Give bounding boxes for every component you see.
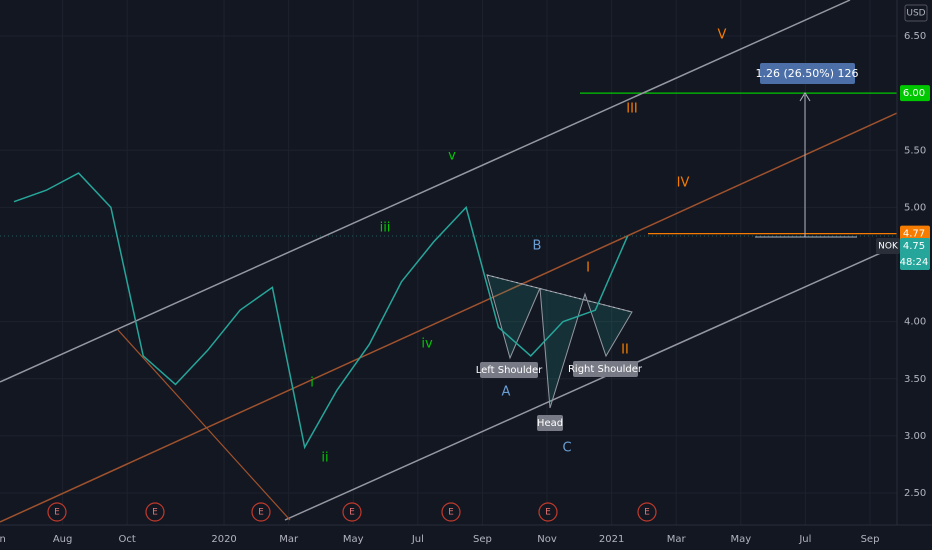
wave-label: II: [621, 343, 629, 358]
x-tick-label: Sep: [473, 534, 492, 545]
x-tick-label: Jul: [411, 534, 424, 545]
x-tick-label: May: [343, 534, 364, 545]
x-tick-label: 2021: [599, 534, 624, 545]
fan-line: [117, 329, 291, 521]
x-tick-label: Oct: [119, 534, 136, 545]
wave-label: C: [562, 441, 571, 456]
earnings-icon: [538, 502, 558, 522]
channel-middle: [0, 112, 898, 523]
series: [13, 172, 629, 450]
x-tick-label: Mar: [279, 534, 299, 545]
y-tick-label: 4.00: [904, 317, 926, 328]
earnings-label: E: [448, 508, 454, 518]
wave-label: III: [626, 102, 638, 117]
wave-label: v: [448, 149, 456, 164]
x-tick-label: Nov: [537, 534, 557, 545]
wave-label: iv: [421, 337, 433, 352]
y-tick-label: 5.00: [904, 202, 926, 213]
wave-label: V: [718, 28, 727, 43]
earnings-icon: [251, 502, 271, 522]
price-label: 4.75: [903, 241, 925, 252]
x-tick-label: Jun: [0, 534, 6, 545]
x-tick-label: Jul: [798, 534, 811, 545]
wave-labels: i ii iii iv v I II III IV V A B C: [310, 28, 726, 466]
y-tick-label: 5.50: [904, 145, 926, 156]
measure-label: 1.26 (26.50%) 126: [755, 67, 858, 80]
earnings-label: E: [152, 508, 158, 518]
price-axis: [897, 0, 932, 550]
earnings-label: E: [54, 508, 60, 518]
earnings-icon: [441, 502, 461, 522]
currency-box: [904, 4, 928, 22]
axes: 2.50 3.00 3.50 4.00 5.00 5.50 6.50 Jun Aug Oct 202…: [0, 31, 930, 545]
x-tick-label: 2020: [211, 534, 236, 545]
earnings-icon: [637, 502, 657, 522]
y-tick-label: 6.50: [904, 31, 926, 42]
x-tick-label: Aug: [53, 534, 73, 545]
earnings-label: E: [258, 508, 264, 518]
earnings-label: E: [644, 508, 650, 518]
wave-label: i: [310, 376, 314, 391]
label-box: [480, 362, 538, 378]
wave-label: ii: [321, 451, 328, 466]
pattern-labels: Left Shoulder Head Right Shoulder: [476, 361, 643, 431]
label-box: [573, 361, 638, 377]
grid: [0, 0, 897, 525]
earnings-icon: [145, 502, 165, 522]
label-box: [537, 415, 563, 431]
measure-box: [760, 63, 855, 84]
y-tick-label: 2.50: [904, 488, 926, 499]
level-box: [900, 225, 930, 242]
price-box: [900, 237, 930, 270]
earnings-icon: [47, 502, 67, 522]
x-tick-label: Sep: [861, 534, 880, 545]
channel-upper: [0, 0, 851, 383]
earnings-label: E: [545, 508, 551, 518]
wave-label: I: [586, 261, 590, 276]
arrow-head: [799, 92, 811, 102]
symbol-box: [876, 237, 900, 254]
wave-label: B: [533, 239, 542, 254]
countdown: 48:24: [900, 257, 929, 268]
pattern-label: Head: [537, 418, 563, 429]
price-line: [13, 172, 629, 450]
y-tick-label: 3.00: [904, 431, 926, 442]
level-label: 6.00: [903, 88, 925, 99]
wave-label: A: [502, 385, 511, 400]
x-tick-label: May: [730, 534, 751, 545]
level-box: [900, 85, 930, 102]
earnings-label: E: [349, 508, 355, 518]
pattern-label: Left Shoulder: [476, 365, 543, 376]
currency: USD: [906, 9, 925, 19]
wave-label: iii: [380, 221, 391, 236]
x-tick-label: Mar: [667, 534, 687, 545]
symbol: NOK: [878, 241, 899, 251]
pattern-label: Right Shoulder: [568, 364, 643, 375]
level-label: 4.77: [903, 229, 925, 240]
earnings-icon: [342, 502, 362, 522]
y-tick-label: 3.50: [904, 374, 926, 385]
wave-label: IV: [677, 176, 690, 191]
